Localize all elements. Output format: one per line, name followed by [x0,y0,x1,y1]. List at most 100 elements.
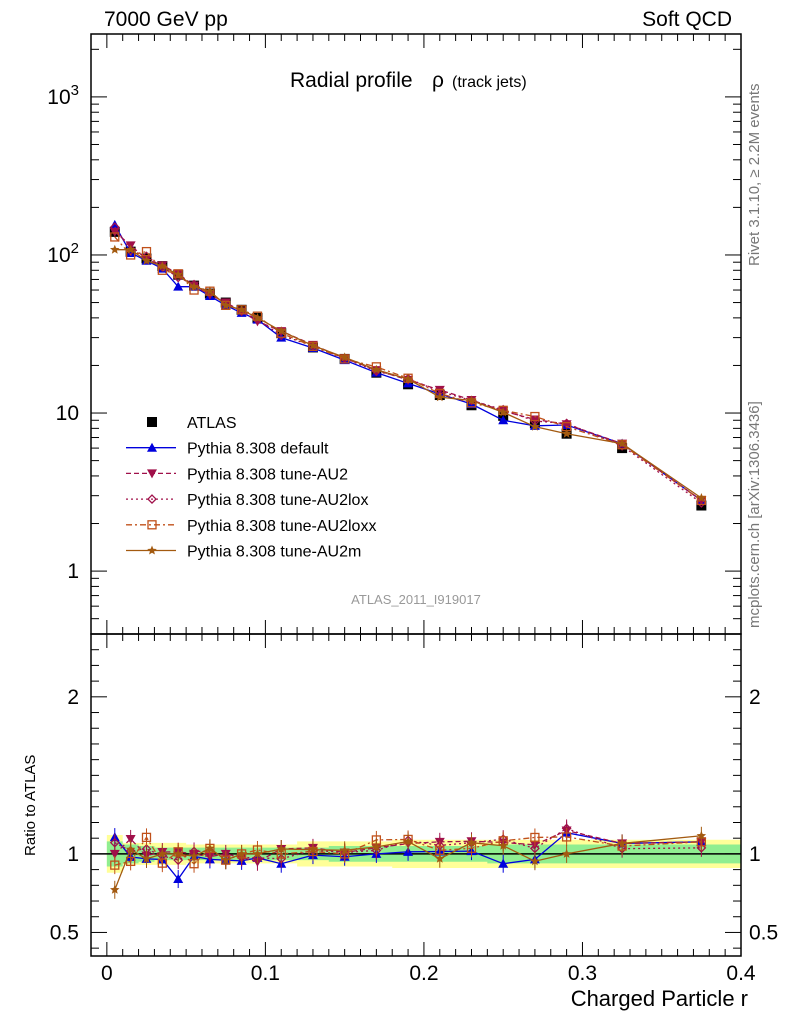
ratio-point [466,837,477,847]
data-point [696,500,707,511]
data-point [157,261,168,271]
ratio-point [109,849,120,859]
ratio-tick-label-left: 0.5 [50,921,79,944]
chart-title-suffix: (track jets) [452,74,527,91]
legend-marker-3 [147,494,157,505]
series-line-3 [114,226,702,504]
series-4 [110,232,707,506]
ratio-tick-label-right: 2 [749,686,761,709]
data-point [276,326,286,336]
ratio-tick-label-right: 0.5 [749,921,778,944]
data-point [252,312,263,322]
legend: ATLAS Pythia 8.308 default Pythia 8.308 tu… [126,415,376,561]
data-point [109,222,120,233]
y-tick-label: 103 [47,82,79,109]
data-point [205,286,215,296]
ratio-point [125,834,136,844]
ratio-point [173,848,183,858]
ratio-point [339,845,350,855]
main-series-group [109,219,707,511]
x-tick-label: 0.2 [409,962,438,985]
ratio-point [530,832,540,843]
ratio-point [276,844,286,853]
ratio-point [435,853,445,863]
x-axis-title: Charged Particle r [570,986,748,1011]
ratio-point [221,855,231,865]
legend-label-3: Pythia 8.308 tune-AU2lox [187,492,368,509]
series-line-2 [114,231,702,501]
mcplots-label: mcplots.cern.ch [arXiv:1306.3436] [746,401,763,628]
header-process: Soft QCD [642,8,732,31]
x-tick-label: 0 [101,962,113,985]
legend-marker-5 [147,545,157,555]
ratio-point [109,837,120,848]
ratio-line-4 [114,836,702,866]
ratio-point [696,830,707,840]
series-3 [109,222,707,508]
data-point [530,411,540,422]
data-point [236,304,247,314]
data-point [434,385,445,395]
ratio-tick-label-right: 1 [749,843,761,866]
ratio-tick-label-left: 1 [67,843,79,866]
ratio-plot-frame [90,633,742,957]
ratio-axis-title: Ratio to ATLAS [22,754,39,856]
ratio-point [141,832,152,843]
y-tick-label: 10 [56,402,79,425]
legend-label-1: Pythia 8.308 default [187,441,329,458]
legend-marker-2 [147,469,157,479]
data-point [696,493,707,503]
data-point [498,407,508,417]
data-point [466,395,477,405]
series-2 [109,227,707,506]
ratio-point [498,858,509,868]
ratio-point [173,855,184,866]
data-point [125,244,136,254]
ratio-tick-label-left: 2 [67,686,79,709]
data-point [141,255,152,265]
legend-label-2: Pythia 8.308 tune-AU2 [187,466,348,483]
ratio-series-group [109,819,707,899]
chart-title-symbol: ρ [432,69,444,92]
data-point [173,281,184,291]
ratio-line-1 [114,831,702,881]
data-point [110,232,120,242]
x-tick-label: 0.3 [568,962,597,985]
ratio-point [371,841,382,851]
legend-label-0: ATLAS [187,415,237,432]
data-point [339,352,350,362]
ratio-line-2 [114,829,702,863]
data-point [189,281,199,291]
header-energy: 7000 GeV pp [104,8,228,31]
series-1 [109,219,707,505]
x-tick-label: 0.4 [726,962,756,985]
ratio-point [308,844,318,854]
ratio-point [252,848,263,858]
data-point [125,247,136,257]
ratio-point [205,843,215,853]
legend-marker-0 [147,417,157,427]
ratio-point [498,840,508,850]
data-point [109,219,120,229]
data-point [221,300,231,310]
ratio-point [110,884,120,894]
data-point [435,392,445,402]
data-point [308,340,318,350]
legend-label-5: Pythia 8.308 tune-AU2m [187,544,361,561]
data-point [141,246,152,257]
ratio-point [125,844,136,854]
data-point [403,374,413,384]
ratio-point [157,848,168,858]
legend-marker-1 [147,442,157,452]
ratio-line-5 [114,835,702,891]
analysis-label: ATLAS_2011_I919017 [351,592,481,607]
ratio-point [561,848,572,858]
y-tick-label: 1 [67,560,79,583]
chart-title: Radial profile [290,69,413,92]
series-line-5 [114,249,702,499]
ratio-uncertainty-bands [91,835,742,873]
ratio-point [561,832,572,842]
data-point [561,428,572,438]
data-point [696,496,707,506]
